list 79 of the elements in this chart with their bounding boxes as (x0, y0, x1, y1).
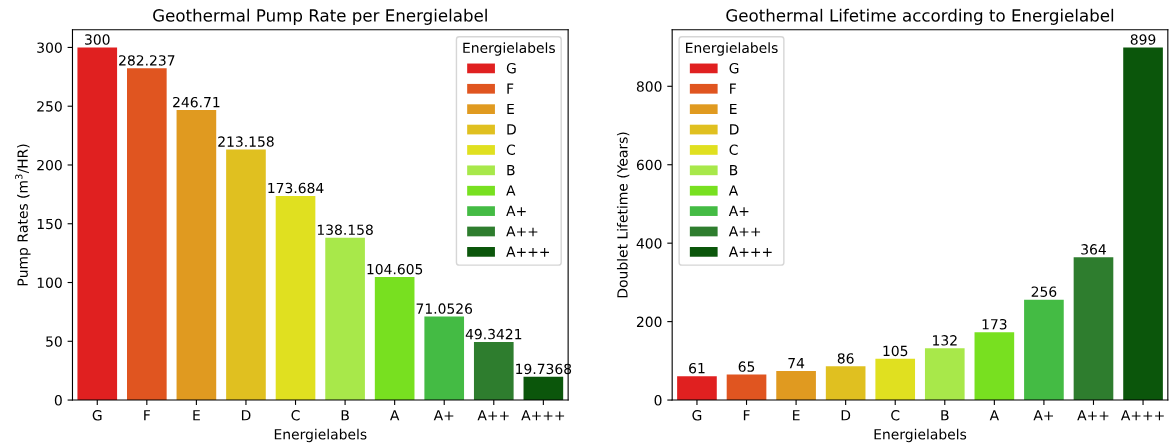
y-axis-title: Doublet Lifetime (Years) (616, 132, 630, 298)
chart-title: Geothermal Lifetime according to Energielabel (726, 8, 1114, 25)
data-label: 246.71 (173, 96, 220, 108)
legend-label: A (728, 185, 739, 196)
x-tick-label: A+++ (1120, 410, 1164, 421)
legend-title: Energielabels (463, 42, 555, 56)
y-tick-label: 600 (636, 159, 662, 171)
x-tick-label: C (291, 410, 300, 421)
data-label: 364 (1081, 244, 1106, 255)
y-tick-label: 250 (37, 101, 62, 112)
data-label: 49.3421 (465, 328, 522, 340)
x-tick-label: C (891, 410, 900, 421)
data-label: 132 (933, 335, 957, 346)
y-tick-label: 300 (37, 42, 62, 53)
x-tick-label: B (341, 410, 349, 421)
y-tick-label: 150 (37, 218, 62, 230)
x-tick-label: A (989, 410, 999, 421)
data-label: 256 (1031, 286, 1057, 297)
y-tick-label: 800 (636, 81, 662, 92)
y-tick-label: 400 (636, 238, 662, 249)
x-axis-title: Energielabels (274, 428, 367, 443)
legend-label: A+ (728, 205, 749, 216)
data-label: 173.684 (268, 182, 324, 194)
x-tick-label: E (193, 410, 200, 421)
x-axis-title: Energielabels (874, 428, 967, 443)
y-axis-title: Pump Rates (m$^{3}$/HR) (15, 144, 31, 286)
data-label: 74 (788, 358, 805, 369)
legend-label: G (729, 62, 739, 74)
x-tick-label: F (144, 410, 151, 421)
legend-label: F (507, 83, 514, 94)
x-tick-label: G (692, 410, 702, 421)
y-tick-label: 0 (654, 395, 662, 406)
x-tick-label: A (390, 410, 400, 421)
chart-title: Geothermal Pump Rate per Energielabel (153, 8, 487, 25)
legend-label: A+++ (506, 246, 549, 257)
x-tick-label: G (92, 410, 102, 421)
legend-label: C (729, 144, 738, 155)
legend-title: Energielabels (686, 42, 778, 56)
legend-label: E (730, 103, 737, 115)
legend-label: A+++ (728, 246, 772, 257)
x-tick-label: A+ (1033, 410, 1054, 421)
y-tick-label: 0 (54, 395, 62, 406)
legend-label: A (506, 185, 516, 196)
x-tick-label: F (743, 410, 750, 421)
y-tick-label: 200 (37, 159, 62, 171)
data-label: 899 (1130, 34, 1156, 45)
legend-label: B (730, 165, 738, 176)
legend-label: D (507, 124, 516, 135)
legend-label: C (506, 144, 515, 155)
data-label: 138.158 (317, 224, 373, 235)
x-tick-label: A++ (1077, 410, 1109, 421)
data-label: 173 (982, 319, 1007, 330)
data-label: 213.158 (218, 136, 274, 147)
data-label: 300 (85, 34, 110, 45)
x-tick-label: A++ (477, 410, 509, 421)
legend-label: G (506, 62, 516, 74)
data-label: 71.0526 (416, 303, 473, 314)
data-label: 65 (738, 361, 755, 372)
x-tick-label: A+++ (521, 410, 565, 421)
legend-label: E (507, 103, 514, 115)
data-label: 104.605 (367, 263, 423, 275)
legend-label: B (507, 165, 515, 176)
x-tick-label: A+ (433, 410, 454, 421)
x-tick-label: E (793, 410, 800, 421)
legend-label: D (730, 124, 739, 135)
y-tick-label: 50 (46, 336, 62, 347)
legend-label: A+ (506, 205, 526, 216)
legend-label: A++ (728, 226, 761, 237)
x-tick-label: D (241, 410, 251, 421)
x-tick-label: D (841, 410, 851, 421)
x-tick-label: B (941, 410, 949, 421)
data-label: 86 (837, 353, 854, 364)
data-label: 61 (689, 362, 705, 374)
y-tick-label: 100 (37, 277, 62, 288)
data-label: 282.237 (119, 55, 175, 66)
legend-label: F (730, 83, 736, 94)
legend-label: A++ (506, 226, 538, 237)
y-tick-label: 200 (636, 316, 662, 328)
data-label: 105 (883, 345, 908, 357)
